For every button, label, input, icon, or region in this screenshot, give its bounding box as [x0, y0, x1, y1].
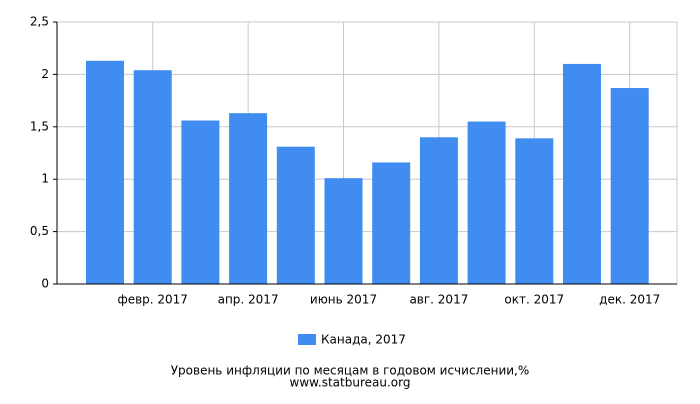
- bar: [610, 88, 649, 284]
- bar: [372, 162, 411, 284]
- y-tick-label: 1,5: [30, 119, 49, 133]
- bar: [563, 63, 601, 284]
- y-tick-label: 0: [41, 277, 49, 291]
- y-tick-label: 0,5: [30, 224, 49, 238]
- bar: [181, 120, 220, 285]
- bar: [276, 146, 315, 284]
- x-tick-label: дек. 2017: [599, 293, 660, 307]
- source: www.statbureau.org: [290, 376, 411, 390]
- chart-title: Уровень инфляции по месяцам в годовом ис…: [171, 364, 530, 378]
- bar: [324, 178, 363, 284]
- x-tick-label: июнь 2017: [310, 293, 377, 307]
- y-tick-label: 2: [41, 67, 49, 81]
- bar: [467, 121, 506, 284]
- x-tick-label: апр. 2017: [218, 293, 279, 307]
- bar: [515, 138, 554, 284]
- x-tick-label: февр. 2017: [117, 293, 188, 307]
- x-tick-label: окт. 2017: [504, 293, 564, 307]
- bar: [133, 70, 172, 284]
- legend-label: Канада, 2017: [321, 333, 406, 347]
- y-tick-label: 2,5: [30, 15, 49, 29]
- bar: [229, 113, 268, 285]
- x-tick-label: авг. 2017: [409, 293, 468, 307]
- y-tick-label: 1: [41, 172, 49, 186]
- legend-swatch: [298, 334, 316, 345]
- bar: [86, 60, 124, 284]
- bar: [419, 137, 458, 284]
